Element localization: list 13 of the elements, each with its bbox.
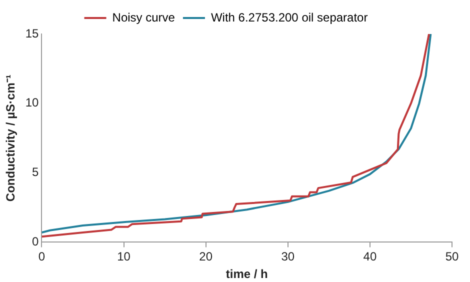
y-tick-label: 0 — [32, 234, 40, 249]
x-tick-label: 10 — [117, 250, 131, 264]
x-tick-label: 40 — [363, 250, 377, 264]
legend-label: With 6.2753.200 oil separator — [210, 10, 368, 24]
y-tick-label: 15 — [25, 26, 40, 40]
y-tick-label: 5 — [32, 165, 40, 180]
legend-label: Noisy curve — [112, 10, 176, 24]
x-axis-title: time / h — [226, 267, 268, 282]
y-tick-label: 10 — [25, 96, 40, 110]
y-axis-title: Conductivity / µS·cm⁻¹ — [4, 74, 18, 202]
x-tick-label: 30 — [281, 250, 295, 264]
x-tick-label: 20 — [199, 250, 213, 264]
x-tick-label: 50 — [445, 250, 459, 264]
